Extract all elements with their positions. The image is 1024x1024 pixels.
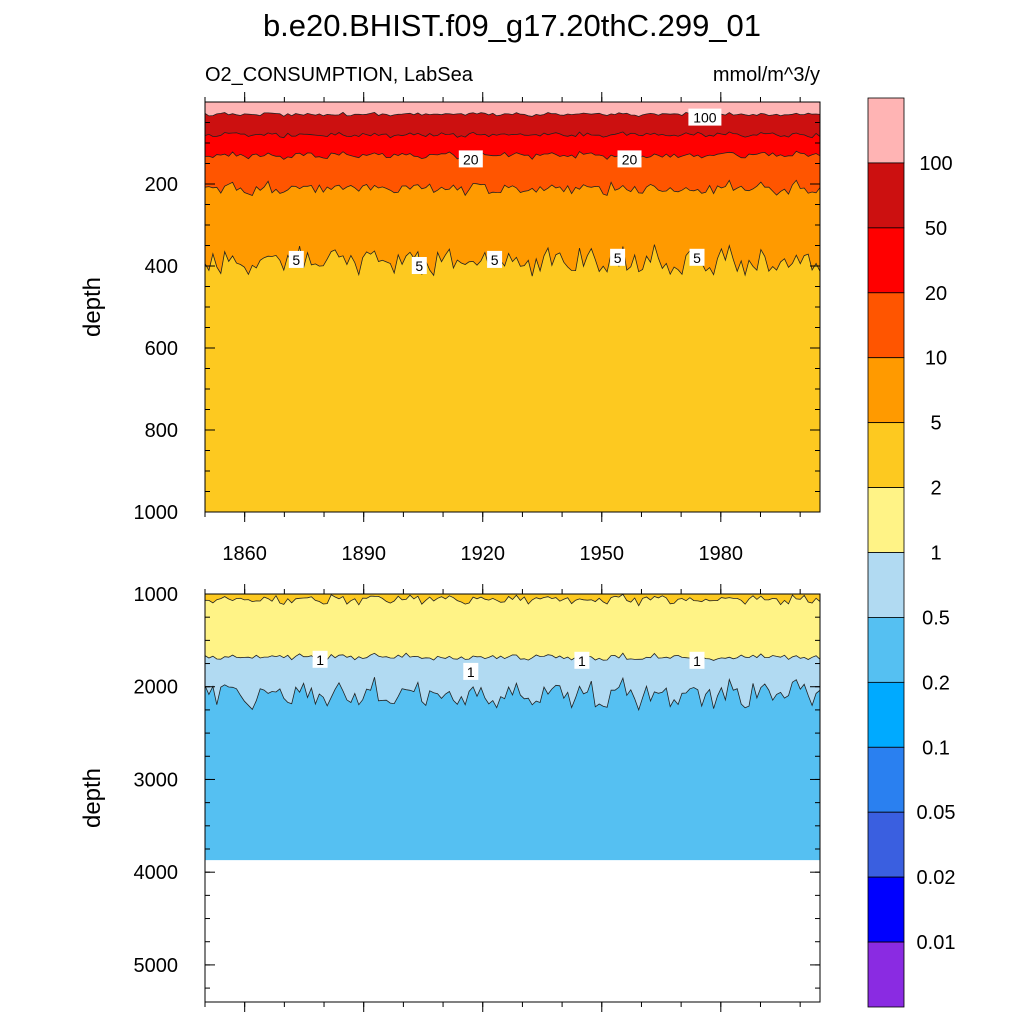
y-tick-label: 1000 xyxy=(134,584,179,606)
contour-label-box xyxy=(689,248,705,266)
contour-band-2 xyxy=(205,244,820,512)
y-tick-label: 5000 xyxy=(134,955,179,977)
contour-label-box xyxy=(463,662,479,680)
colorbar-tick-label: 0.05 xyxy=(917,802,956,824)
x-tick-label: 1860 xyxy=(222,543,267,565)
contour-line xyxy=(204,593,821,607)
y-tick-label: 2000 xyxy=(134,677,179,699)
contour-label-box xyxy=(617,150,642,168)
contour-label-box xyxy=(574,651,590,669)
x-tick-label: 1920 xyxy=(460,543,505,565)
y-tick-label: 400 xyxy=(145,256,178,278)
x-tick-label: 1890 xyxy=(341,543,386,565)
colorbar-tick-label: 0.2 xyxy=(922,672,950,694)
x-tick-label: 1950 xyxy=(580,543,625,565)
colorbar-tick-label: 0.02 xyxy=(917,867,956,889)
colorbar-tick-label: 10 xyxy=(925,348,947,370)
colorbar-tick-label: 0.01 xyxy=(917,932,956,954)
lower-depth-panel: 1 1 1 1 1000 2000 3000 4000 5000 depth xyxy=(79,584,821,1012)
y-tick-label: 4000 xyxy=(134,862,179,884)
colorbar-tick-label: 1 xyxy=(930,543,941,565)
contour-label: 5 xyxy=(292,252,300,268)
contour-label: 1 xyxy=(693,653,701,669)
contour-label: 20 xyxy=(622,151,638,167)
contour-band-1 xyxy=(205,594,820,661)
contour-line xyxy=(204,179,821,197)
y-tick-label: 800 xyxy=(145,420,178,442)
subtitle-variable-region: O2_CONSUMPTION, LabSea xyxy=(205,64,474,86)
y-axis-label: depth xyxy=(79,277,106,337)
colorbar-box xyxy=(867,617,905,683)
colorbar-box xyxy=(867,552,905,618)
colorbar-box xyxy=(867,292,905,359)
contour-label-box xyxy=(458,150,483,168)
contour-label-box xyxy=(610,248,626,266)
colorbar-box xyxy=(867,487,905,553)
y-tick-label: 3000 xyxy=(134,769,179,791)
y-tick-label: 600 xyxy=(145,338,178,360)
colorbar-box xyxy=(867,162,905,229)
contour-band-0.5 xyxy=(205,653,820,710)
contour-band-10 xyxy=(205,151,820,196)
upper-depth-panel: 100 20 20 5 5 5 5 5 200 400 600 800 1000 1860 1890 1920… xyxy=(79,92,821,565)
contour-label-box xyxy=(312,650,328,668)
colorbar-tick-label: 0.5 xyxy=(922,607,950,629)
colorbar-tick-label: 2 xyxy=(930,478,941,500)
colorbar-box xyxy=(867,876,905,943)
contour-label: 5 xyxy=(491,252,499,268)
contour-label-box xyxy=(411,257,427,274)
contour-label-box xyxy=(689,651,705,669)
contour-label: 1 xyxy=(467,664,475,680)
colorbar-legend: 100 50 20 10 5 2 1 0.5 0.2 0.1 0.05 0.02 0.01 xyxy=(867,97,956,1008)
colorbar-box xyxy=(867,811,905,878)
contour-line xyxy=(204,244,821,277)
contour-line xyxy=(204,131,821,139)
contour-label: 100 xyxy=(693,110,717,126)
y-axis-label: depth xyxy=(79,768,106,828)
contour-band-50 xyxy=(205,112,820,138)
contour-band-100 xyxy=(205,102,820,117)
contour-label: 1 xyxy=(316,652,324,668)
colorbar-box xyxy=(867,227,905,294)
contour-label: 5 xyxy=(614,250,622,266)
subtitle-units: mmol/m^3/y xyxy=(713,64,820,86)
colorbar-tick-label: 0.1 xyxy=(922,737,950,759)
colorbar-box xyxy=(867,746,905,813)
colorbar-tick-label: 5 xyxy=(930,413,941,435)
chart-title: b.e20.BHIST.f09_g17.20thC.299_01 xyxy=(263,8,761,43)
y-tick-label: 1000 xyxy=(134,502,179,524)
x-tick-label: 1980 xyxy=(699,543,744,565)
contour-label: 20 xyxy=(463,151,479,167)
plot-frame xyxy=(204,593,821,1003)
contour-label: 5 xyxy=(415,258,423,274)
contour-line xyxy=(204,150,821,160)
y-tick-label: 200 xyxy=(145,174,178,196)
colorbar-box xyxy=(867,422,905,488)
contour-band-2 xyxy=(205,594,820,606)
contour-band-5 xyxy=(205,180,820,277)
contour-label-box xyxy=(688,108,722,126)
contour-line xyxy=(204,676,821,712)
colorbar-box xyxy=(867,97,905,164)
colorbar-tick-label: 50 xyxy=(925,218,947,240)
contour-line xyxy=(204,652,821,661)
colorbar-tick-label: 100 xyxy=(919,153,952,175)
contour-band-20 xyxy=(205,131,820,160)
colorbar-tick-label: 20 xyxy=(925,283,947,305)
contour-label-box xyxy=(487,250,503,268)
contour-label-box xyxy=(288,250,304,268)
contour-band-0.2 xyxy=(205,677,820,861)
colorbar-box xyxy=(867,357,905,424)
colorbar-box xyxy=(867,941,905,1008)
contour-label: 1 xyxy=(578,653,586,669)
colorbar-box xyxy=(867,681,905,748)
contour-label: 5 xyxy=(693,250,701,266)
